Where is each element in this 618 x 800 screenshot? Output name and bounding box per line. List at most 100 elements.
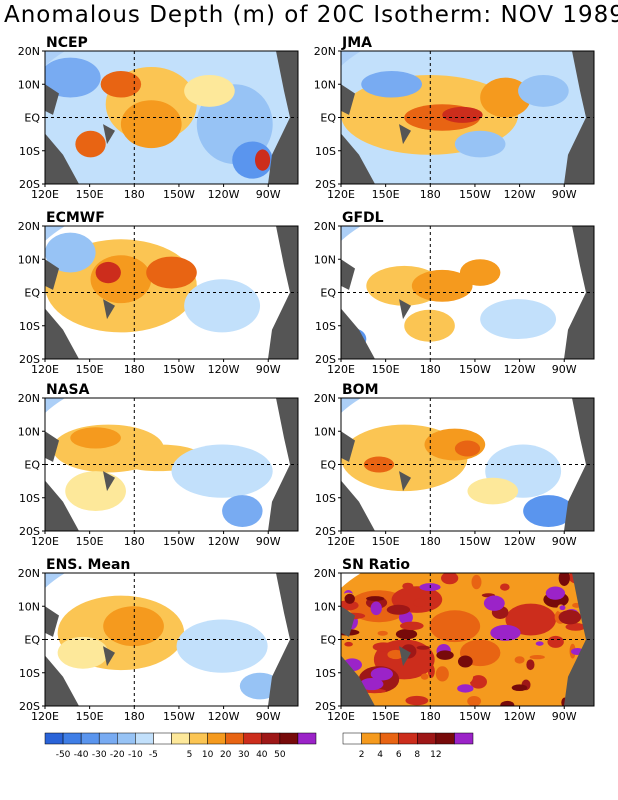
lon-tick-label: 150W [459,363,491,376]
lon-tick-label: 120W [504,535,536,548]
colorbar-tick-label: -10 [128,750,143,760]
lon-tick-label: 120E [327,363,355,376]
lon-tick-label: 120E [327,188,355,201]
colorbar-swatch [454,732,474,745]
lat-tick-label: 10S [315,145,336,158]
lon-tick-label: 150E [76,710,104,723]
lon-tick-label: 120E [31,710,59,723]
lon-tick-label: 150W [459,710,491,723]
lat-tick-label: 10S [315,320,336,333]
lon-tick-label: 90W [256,363,281,376]
lat-tick-label: 20N [18,567,40,580]
colorbar-tick-label: 40 [256,750,268,760]
colorbar-tick-label: -5 [149,750,158,760]
lon-tick-label: 90W [552,535,577,548]
lon-tick-label: 120E [31,363,59,376]
lon-tick-label: 150E [76,363,104,376]
lat-tick-label: 10S [19,667,40,680]
lat-tick-label: 10N [18,253,40,266]
lat-tick-label: 10N [314,425,336,438]
lat-tick-label: 20S [19,178,40,191]
lon-tick-label: 150W [163,188,195,201]
lat-tick-label: EQ [320,287,336,300]
lon-tick-label: 150E [372,710,400,723]
lon-tick-label: 120W [208,188,240,201]
lon-tick-label: 120W [208,710,240,723]
colorbar-tick-label: 50 [274,750,286,760]
lon-tick-label: 150E [372,188,400,201]
lat-tick-label: EQ [320,634,336,647]
panel-label: NASA [46,382,90,398]
colorbar-layer: -50 -40 -30 -20 -10 -5 5 10 20 30 40 50 2 4 6 8 12 [44,732,474,760]
lon-tick-label: 90W [552,363,577,376]
lat-tick-label: EQ [24,459,40,472]
colorbar-swatch [44,732,64,745]
chart-title: Anomalous Depth (m) of 20C Isotherm: NOV… [4,2,618,28]
lat-tick-label: 10S [315,667,336,680]
lat-tick-label: EQ [24,112,40,125]
lat-tick-label: 10S [315,492,336,505]
lon-tick-label: 120E [327,535,355,548]
lon-tick-label: 180 [420,535,441,548]
colorbar-swatch [117,732,136,745]
lon-tick-label: 180 [124,363,145,376]
lat-tick-label: 20N [314,45,336,58]
lon-tick-label: 180 [420,363,441,376]
lon-tick-label: 90W [256,710,281,723]
lat-tick-label: 10N [18,425,40,438]
lon-tick-label: 180 [124,710,145,723]
lon-tick-label: 150W [163,535,195,548]
lon-tick-label: 180 [420,188,441,201]
colorbar-tick-label: 10 [202,750,214,760]
colorbar-tick-label: 2 [359,750,365,760]
lon-tick-label: 120W [504,188,536,201]
lat-tick-label: EQ [320,112,336,125]
lon-tick-label: 90W [256,188,281,201]
lon-tick-label: 150W [163,710,195,723]
lon-tick-label: 120W [208,535,240,548]
lon-tick-label: 90W [552,188,577,201]
lat-tick-label: 10S [19,145,40,158]
colorbar-tick-label: -40 [74,750,89,760]
lon-tick-label: 150W [459,188,491,201]
colorbar-swatch [153,732,172,745]
panel-label: GFDL [342,210,384,226]
lon-tick-label: 150E [76,188,104,201]
colorbar-tick-label: 5 [187,750,193,760]
lat-tick-label: 20N [18,220,40,233]
lat-tick-label: 20N [314,392,336,405]
lon-tick-label: 180 [124,535,145,548]
lon-tick-label: 180 [124,188,145,201]
colorbar-swatch [243,732,263,745]
lon-tick-label: 120W [504,710,536,723]
lat-tick-label: 10N [314,78,336,91]
colorbar-tick-label: 8 [414,750,420,760]
colorbar-tick-label: 4 [377,750,383,760]
colorbar-sn: 2 4 6 8 12 [342,732,474,760]
lat-tick-label: 10S [19,492,40,505]
lat-tick-label: 20S [19,525,40,538]
lon-tick-label: 120E [31,535,59,548]
lat-tick-label: 10N [314,253,336,266]
lon-tick-label: 90W [552,710,577,723]
colorbar-tick-label: 30 [238,750,250,760]
lat-tick-label: 20S [315,700,336,713]
colorbar-swatch [261,732,281,745]
colorbar-swatch [135,732,154,745]
lat-tick-label: 10N [18,600,40,613]
colorbar-swatch [279,732,299,745]
colorbar-swatch [189,732,208,745]
panel-label: BOM [342,382,379,398]
colorbar-tick-label: 20 [220,750,232,760]
colorbar-swatch [225,732,244,745]
colorbar-swatch [361,732,381,745]
lat-tick-label: 20N [18,45,40,58]
